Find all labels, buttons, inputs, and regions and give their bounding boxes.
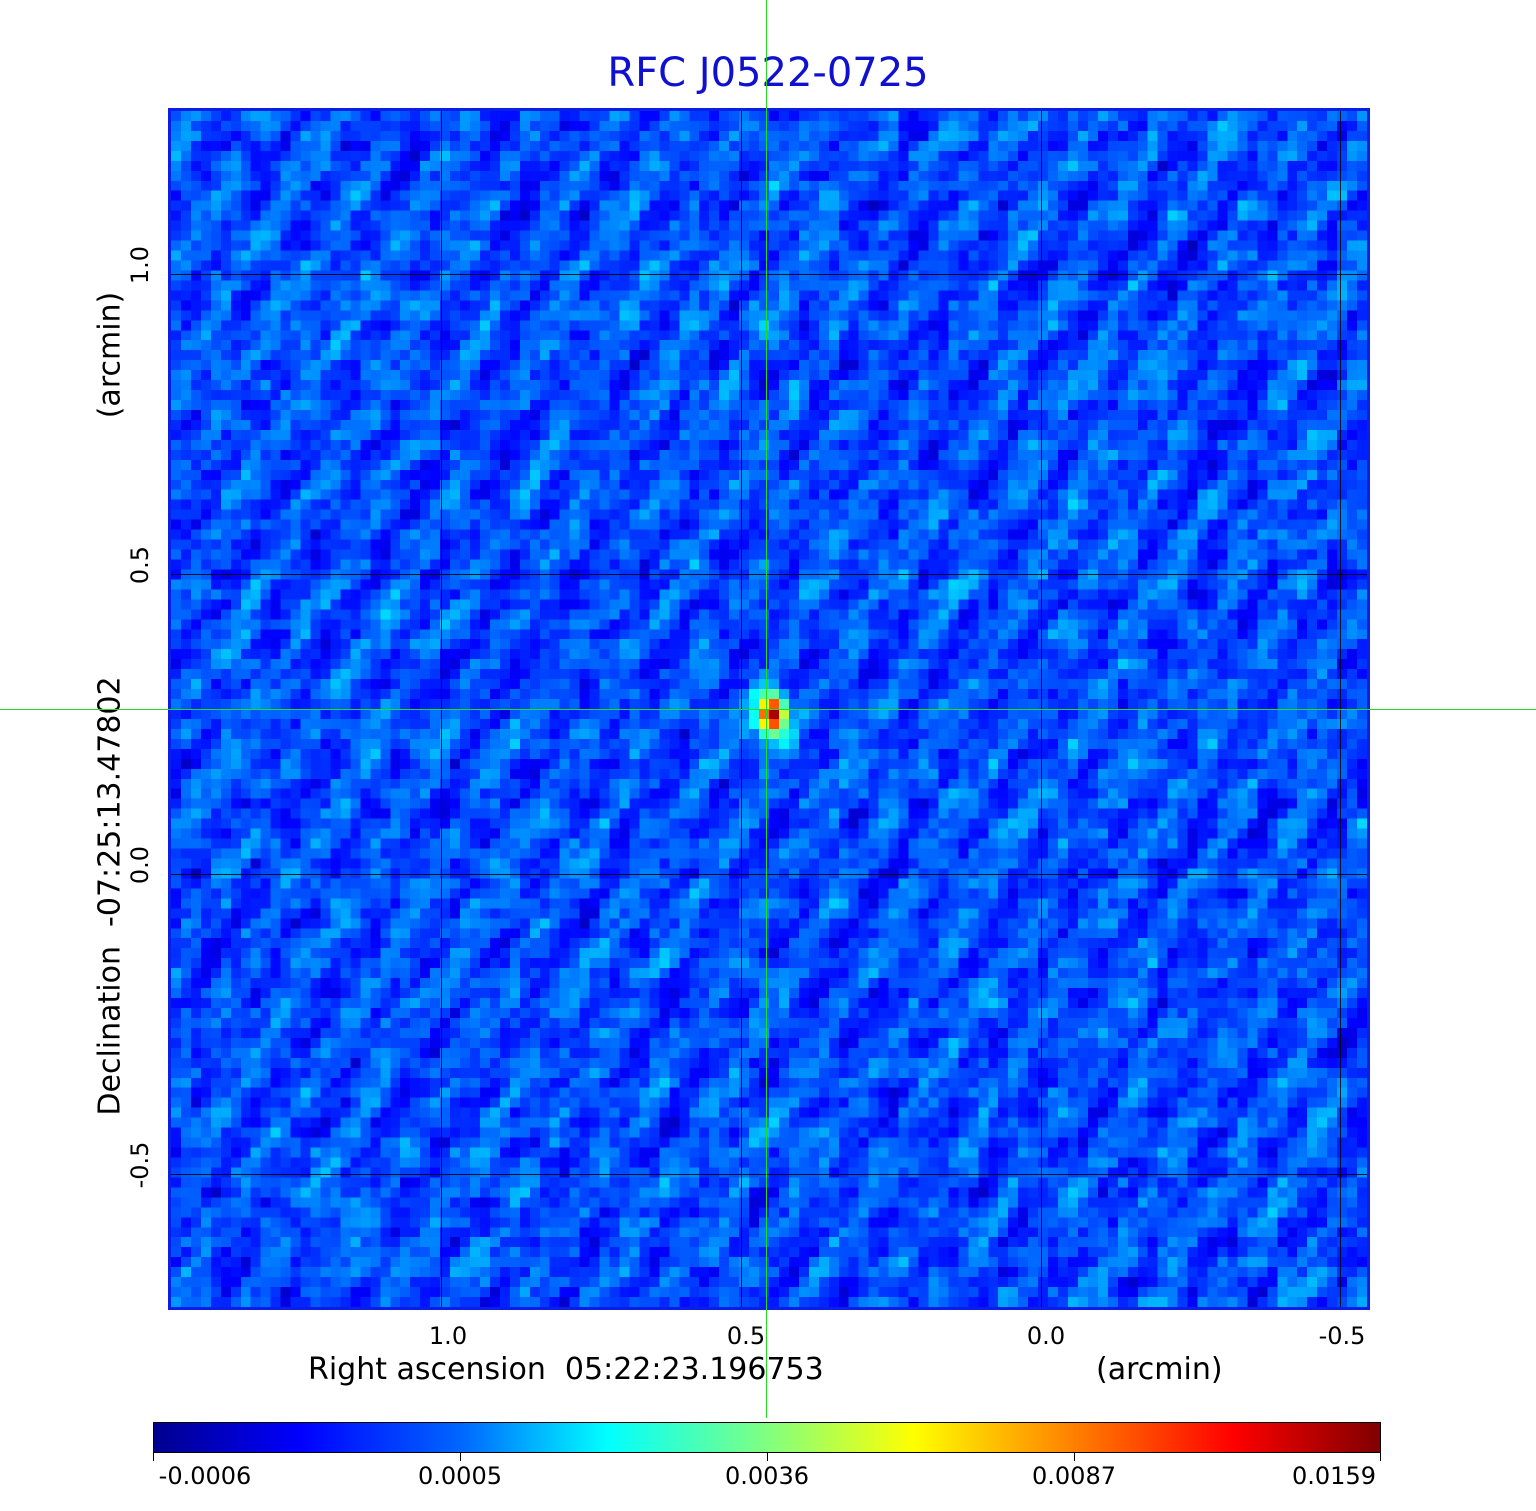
grid-line-y-0.5 bbox=[171, 574, 1367, 575]
y-axis-label: Declination -07:25:13.47802 bbox=[92, 676, 128, 1116]
x-axis-unit: (arcmin) bbox=[1096, 1352, 1223, 1387]
colorbar-tick-mark bbox=[1074, 1453, 1075, 1461]
colorbar-tick-label: 0.0005 bbox=[418, 1462, 502, 1490]
colorbar-tick-label: -0.0006 bbox=[158, 1462, 252, 1490]
colorbar-tick-mark bbox=[460, 1453, 461, 1461]
y-tick-label: 0.0 bbox=[126, 845, 154, 885]
grid-line-y-0.0 bbox=[171, 874, 1367, 875]
colorbar-tick-mark bbox=[767, 1453, 768, 1461]
colorbar bbox=[153, 1422, 1381, 1453]
x-tick-label: 0.0 bbox=[1026, 1322, 1066, 1350]
colorbar-tick-label: 0.0159 bbox=[1292, 1462, 1376, 1490]
colorbar-tick-mark bbox=[1380, 1453, 1381, 1461]
crosshair-horizontal bbox=[0, 709, 1536, 710]
x-tick-label: -0.5 bbox=[1318, 1322, 1366, 1350]
y-tick-label: -0.5 bbox=[126, 1141, 154, 1189]
x-tick-label: 1.0 bbox=[428, 1322, 468, 1350]
y-tick-label: 0.5 bbox=[126, 545, 154, 585]
x-tick-label: 0.5 bbox=[726, 1322, 766, 1350]
plot-title: RFC J0522-0725 bbox=[607, 50, 929, 96]
x-axis-label: Right ascension 05:22:23.196753 bbox=[308, 1352, 824, 1387]
colorbar-tick-label: 0.0087 bbox=[1032, 1462, 1116, 1490]
y-axis-unit: (arcmin) bbox=[92, 291, 128, 419]
colorbar-tick-mark bbox=[153, 1453, 154, 1461]
colorbar-tick-label: 0.0036 bbox=[725, 1462, 809, 1490]
grid-line-y--0.5 bbox=[171, 1174, 1367, 1175]
y-tick-label: 1.0 bbox=[126, 245, 154, 285]
grid-line-y-1.0 bbox=[171, 274, 1367, 275]
